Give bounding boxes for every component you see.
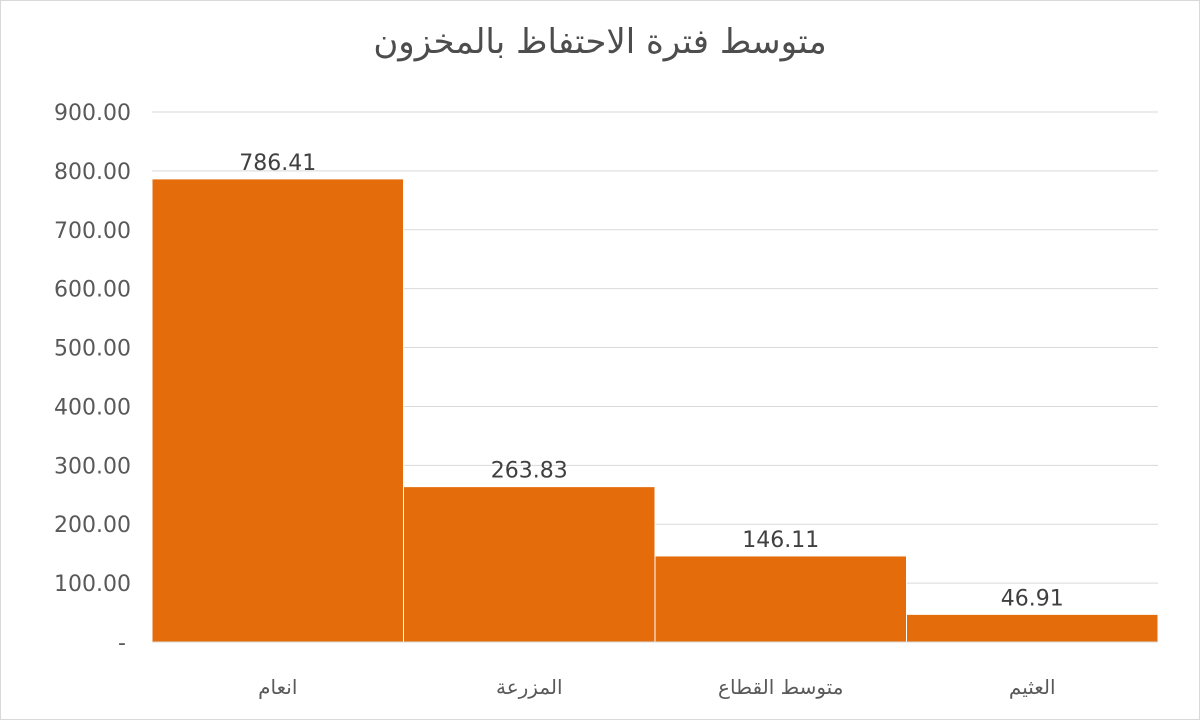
data-label: 786.41 [239, 151, 316, 176]
y-tick-label: 900.00 [54, 101, 131, 126]
y-tick-label: - [118, 631, 126, 656]
bar [906, 613, 1159, 643]
y-tick-label: 500.00 [54, 337, 131, 362]
chart-title: متوسط فترة الاحتفاظ بالمخزون [373, 22, 827, 62]
data-label: 46.91 [1001, 586, 1064, 611]
data-label: 146.11 [742, 528, 819, 553]
bar [151, 178, 404, 643]
y-tick-label: 700.00 [54, 219, 131, 244]
axes: - 100.00 200.00 300.00 400.00 500.00 600.00 700… [54, 101, 1158, 699]
bar [403, 486, 656, 643]
data-label: 263.83 [491, 459, 568, 484]
bars [151, 178, 1159, 643]
x-category-label: العثيم [1009, 675, 1056, 699]
data-labels: 786.41 263.83 146.11 46.91 [239, 151, 1063, 611]
y-tick-label: 200.00 [54, 513, 131, 538]
y-tick-label: 400.00 [54, 395, 131, 420]
x-category-label: انعام [258, 675, 297, 699]
bar [654, 555, 907, 643]
y-tick-label: 800.00 [54, 160, 131, 185]
x-category-label: المزرعة [496, 675, 563, 699]
y-tick-label: 100.00 [54, 572, 131, 597]
y-tick-label: 300.00 [54, 454, 131, 479]
y-tick-label: 600.00 [54, 278, 131, 303]
x-category-label: متوسط القطاع [718, 675, 843, 699]
